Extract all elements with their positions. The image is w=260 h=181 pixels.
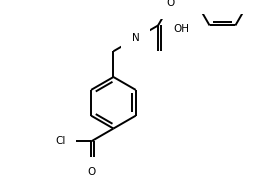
Text: OH: OH	[173, 24, 190, 34]
Text: N: N	[132, 33, 140, 43]
Text: O: O	[167, 0, 175, 8]
Text: O: O	[87, 167, 95, 177]
Text: Cl: Cl	[55, 136, 65, 146]
